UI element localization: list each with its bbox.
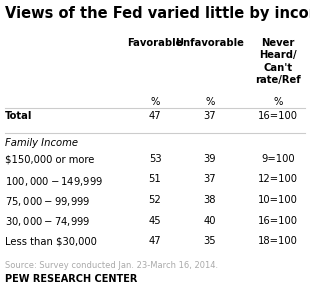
Text: 47: 47 [149, 236, 161, 246]
Text: $75,000-$99,999: $75,000-$99,999 [5, 195, 91, 208]
Text: %: % [150, 97, 160, 107]
Text: Favorable: Favorable [127, 38, 183, 48]
Text: PEW RESEARCH CENTER: PEW RESEARCH CENTER [5, 274, 137, 285]
Text: $150,000 or more: $150,000 or more [5, 154, 94, 164]
Text: %: % [205, 97, 215, 107]
Text: 18=100: 18=100 [258, 236, 298, 246]
Text: Less than $30,000: Less than $30,000 [5, 236, 97, 246]
Text: Total: Total [5, 111, 32, 121]
Text: Views of the Fed varied little by income: Views of the Fed varied little by income [5, 6, 310, 21]
Text: 47: 47 [149, 111, 161, 121]
Text: $100,000-$149,999: $100,000-$149,999 [5, 175, 103, 188]
Text: 9=100: 9=100 [261, 154, 295, 164]
Text: Never
Heard/
Can't
rate/Ref: Never Heard/ Can't rate/Ref [255, 38, 301, 85]
Text: 10=100: 10=100 [258, 195, 298, 205]
Text: 12=100: 12=100 [258, 175, 298, 184]
Text: 16=100: 16=100 [258, 111, 298, 121]
Text: Unfavorable: Unfavorable [175, 38, 245, 48]
Text: $30,000-$74,999: $30,000-$74,999 [5, 216, 91, 229]
Text: Source: Survey conducted Jan. 23-March 16, 2014.: Source: Survey conducted Jan. 23-March 1… [5, 261, 218, 270]
Text: 51: 51 [148, 175, 162, 184]
Text: 38: 38 [204, 195, 216, 205]
Text: 37: 37 [204, 175, 216, 184]
Text: 40: 40 [204, 216, 216, 225]
Text: 52: 52 [148, 195, 162, 205]
Text: 37: 37 [204, 111, 216, 121]
Text: 35: 35 [204, 236, 216, 246]
Text: Family Income: Family Income [5, 137, 78, 148]
Text: 16=100: 16=100 [258, 216, 298, 225]
Text: 45: 45 [149, 216, 161, 225]
Text: %: % [273, 97, 283, 107]
Text: 53: 53 [149, 154, 161, 164]
Text: 39: 39 [204, 154, 216, 164]
